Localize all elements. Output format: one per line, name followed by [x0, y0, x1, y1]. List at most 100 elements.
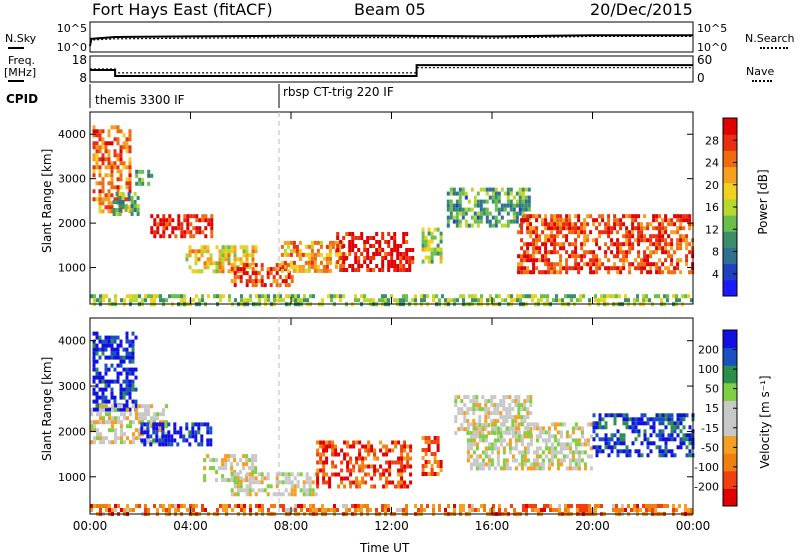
- heatmap-cell: [363, 256, 367, 260]
- heatmap-cell: [116, 363, 120, 368]
- heatmap-cell: [290, 488, 294, 493]
- heatmap-cell: [310, 264, 314, 269]
- heatmap-cell: [342, 504, 345, 508]
- heatmap-cell: [526, 415, 530, 420]
- heatmap-cell: [125, 387, 129, 392]
- heatmap-cell: [658, 234, 662, 239]
- heatmap-cell: [336, 232, 340, 236]
- heatmap-cell: [544, 234, 548, 239]
- heatmap-cell: [221, 253, 225, 258]
- heatmap-cell: [574, 462, 578, 467]
- heatmap-cell: [209, 438, 213, 443]
- heatmap-cell: [427, 440, 431, 444]
- heatmap-cell: [481, 407, 485, 412]
- heatmap-cell: [263, 476, 267, 481]
- heatmap-cell: [642, 294, 645, 299]
- heatmap-cell: [161, 438, 165, 443]
- heatmap-cell: [260, 279, 264, 284]
- heatmap-cell: [478, 407, 482, 412]
- heatmap-cell: [397, 480, 401, 485]
- heatmap-cell: [150, 230, 154, 235]
- heatmap-cell: [598, 234, 602, 239]
- heatmap-cell: [221, 462, 225, 467]
- heatmap-cell: [488, 195, 492, 200]
- heatmap-cell: [583, 226, 587, 231]
- heatmap-cell: [515, 203, 519, 208]
- heatmap-cell: [481, 450, 485, 455]
- heatmap-cell: [135, 294, 138, 299]
- heatmap-cell: [138, 436, 141, 441]
- heatmap-cell: [573, 294, 576, 299]
- heatmap-cell: [357, 260, 361, 264]
- heatmap-cell: [153, 222, 157, 227]
- heatmap-cell: [351, 232, 355, 236]
- heatmap-cell: [553, 242, 557, 247]
- heatmap-cell: [198, 218, 202, 223]
- heatmap-cell: [216, 294, 219, 299]
- y-tick-label: 3000: [58, 380, 86, 393]
- heatmap-cell: [165, 404, 168, 409]
- heatmap-cell: [475, 462, 479, 467]
- heatmap-cell: [509, 199, 513, 204]
- heatmap-cell: [520, 218, 524, 223]
- heatmap-cell: [661, 218, 665, 223]
- heatmap-cell: [616, 250, 620, 255]
- heatmap-cell: [251, 245, 255, 250]
- heatmap-cell: [426, 294, 429, 299]
- heatmap-cell: [140, 438, 144, 443]
- heatmap-cell: [463, 419, 467, 424]
- heatmap-cell: [322, 472, 326, 477]
- heatmap-cell: [382, 444, 386, 449]
- heatmap-cell: [107, 335, 111, 340]
- heatmap-cell: [471, 508, 474, 512]
- heatmap-cell: [110, 351, 114, 356]
- heatmap-cell: [610, 250, 614, 255]
- heatmap-cell: [634, 421, 638, 426]
- heatmap-cell: [388, 468, 392, 473]
- heatmap-cell: [521, 207, 525, 212]
- heatmap-cell: [472, 462, 476, 467]
- heatmap-cell: [543, 504, 546, 508]
- heatmap-cell: [162, 298, 165, 303]
- heatmap-cell: [104, 141, 108, 146]
- heatmap-cell: [90, 412, 93, 417]
- heatmap-cell: [183, 214, 187, 219]
- heatmap-cell: [98, 157, 102, 162]
- velocity-panel-frame: [89, 317, 694, 515]
- heatmap-cell: [640, 453, 644, 458]
- heatmap-cell: [138, 169, 142, 174]
- colorbar-segment: [723, 435, 737, 454]
- heatmap-cell: [424, 239, 428, 244]
- heatmap-cell: [240, 504, 243, 508]
- heatmap-cell: [508, 407, 512, 412]
- heatmap-cell: [164, 438, 168, 443]
- heatmap-cell: [619, 226, 623, 231]
- heatmap-cell: [340, 240, 344, 245]
- heatmap-cell: [209, 442, 213, 447]
- heatmap-cell: [462, 508, 465, 512]
- heatmap-cell: [346, 468, 350, 473]
- heatmap-cell: [459, 504, 462, 508]
- heatmap-cell: [114, 298, 117, 303]
- heatmap-cell: [643, 429, 647, 434]
- heatmap-cell: [198, 230, 202, 235]
- heatmap-cell: [119, 343, 123, 348]
- heatmap-cell: [113, 347, 117, 352]
- heatmap-cell: [640, 262, 644, 267]
- heatmap-cell: [505, 430, 509, 435]
- heatmap-cell: [233, 261, 237, 266]
- heatmap-cell: [185, 257, 189, 262]
- heatmap-cell: [352, 440, 356, 445]
- heatmap-cell: [227, 478, 231, 483]
- heatmap-cell: [120, 298, 123, 303]
- heatmap-cell: [414, 504, 417, 508]
- heatmap-cell: [456, 298, 459, 303]
- heatmap-cell: [122, 391, 126, 396]
- heatmap-cell: [402, 256, 406, 260]
- heatmap-cell: [595, 258, 599, 263]
- heatmap-cell: [568, 222, 572, 227]
- heatmap-cell: [490, 446, 494, 451]
- heatmap-cell: [266, 267, 270, 272]
- heatmap-cell: [400, 468, 404, 473]
- power-ylabel: Slant Range [km]: [40, 148, 54, 253]
